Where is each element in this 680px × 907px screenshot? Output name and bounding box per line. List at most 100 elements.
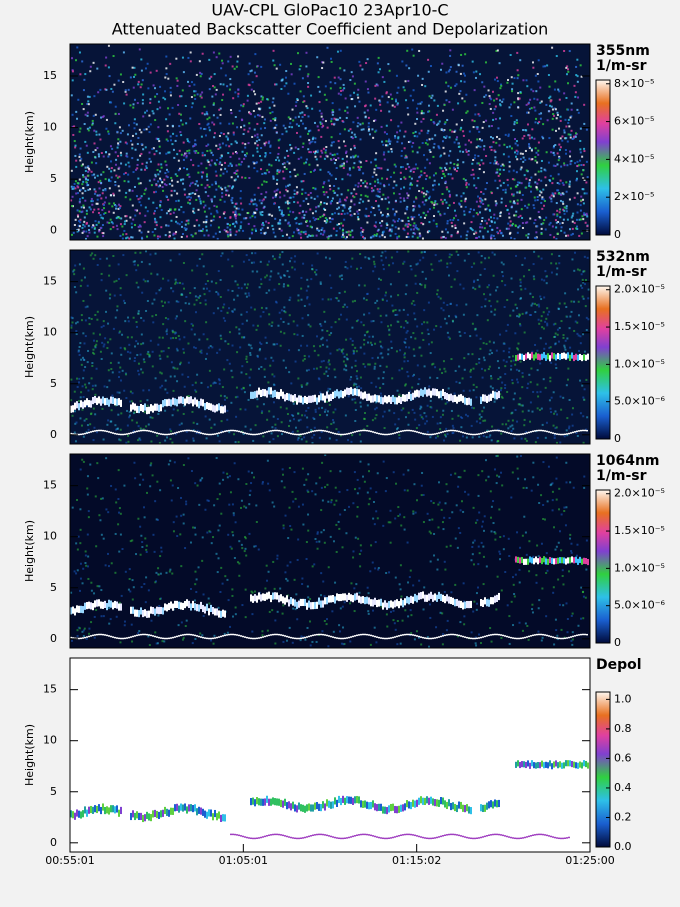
noise-pixel [249,70,252,73]
noise-pixel [414,196,417,199]
noise-pixel [525,129,528,132]
noise-pixel [80,157,83,160]
noise-pixel [395,350,398,353]
noise-pixel [472,71,475,74]
noise-pixel [375,401,378,404]
noise-pixel [541,423,544,426]
noise-pixel [278,256,281,259]
noise-pixel [224,340,227,343]
noise-pixel [165,195,168,198]
noise-pixel [256,170,259,173]
noise-pixel [539,101,542,104]
noise-pixel [501,280,504,283]
noise-pixel [524,437,527,440]
noise-pixel [279,330,282,333]
noise-pixel [326,345,329,348]
noise-pixel [150,440,153,443]
noise-pixel [565,96,568,99]
noise-pixel [180,153,183,156]
noise-pixel [577,349,580,352]
noise-pixel [350,200,353,203]
noise-pixel [533,106,536,109]
noise-pixel [93,352,96,355]
noise-pixel [504,188,507,191]
noise-pixel [92,224,95,227]
noise-pixel [182,261,185,264]
noise-pixel [350,265,353,268]
noise-pixel [129,216,132,219]
noise-pixel [407,113,410,116]
noise-pixel [273,202,276,205]
noise-pixel [352,350,355,353]
noise-pixel [506,81,509,84]
noise-pixel [326,400,329,403]
noise-pixel [395,100,398,103]
noise-pixel [282,321,285,324]
noise-pixel [479,273,482,276]
noise-pixel [236,175,239,178]
noise-pixel [395,74,398,77]
noise-pixel [108,187,111,190]
noise-pixel [460,199,463,202]
noise-pixel [257,102,260,105]
noise-pixel [473,157,476,160]
noise-pixel [558,208,561,211]
noise-pixel [353,203,356,206]
noise-pixel [323,410,326,413]
noise-pixel [546,119,549,122]
noise-pixel [582,415,585,418]
noise-pixel [487,218,490,221]
noise-pixel [310,226,313,229]
noise-pixel [370,187,373,190]
noise-pixel [535,117,538,120]
noise-pixel [249,384,252,387]
noise-pixel [322,359,325,362]
noise-pixel [500,432,503,435]
noise-pixel [456,270,459,273]
noise-pixel [414,418,417,421]
noise-pixel [554,164,557,167]
noise-pixel [408,175,411,178]
noise-pixel [158,354,161,357]
noise-pixel [168,151,171,154]
noise-pixel [344,144,347,147]
noise-pixel [322,147,325,150]
noise-pixel [339,116,342,119]
noise-pixel [579,342,582,345]
noise-pixel [163,183,166,186]
noise-pixel [449,150,452,153]
noise-pixel [199,93,202,96]
noise-pixel [285,168,288,171]
noise-pixel [330,422,333,425]
noise-pixel [84,140,87,143]
noise-pixel [544,320,547,323]
noise-pixel [582,188,585,191]
noise-pixel [343,290,346,293]
noise-pixel [192,164,195,167]
noise-pixel [575,225,578,228]
noise-pixel [455,194,458,197]
noise-pixel [334,82,337,85]
noise-pixel [363,343,366,346]
noise-pixel [125,233,128,236]
noise-pixel [88,228,91,231]
noise-pixel [548,85,551,88]
noise-pixel [411,145,414,148]
noise-pixel [171,329,174,332]
noise-pixel [335,439,338,442]
noise-pixel [403,135,406,138]
noise-pixel [554,80,557,83]
noise-pixel [206,184,209,187]
noise-pixel [146,210,149,213]
noise-pixel [394,136,397,139]
noise-pixel [94,220,97,223]
noise-pixel [109,180,112,183]
noise-pixel [556,113,559,116]
noise-pixel [193,90,196,93]
noise-pixel [307,148,310,151]
noise-pixel [82,377,85,380]
noise-pixel [145,425,148,428]
noise-pixel [71,321,74,324]
noise-pixel [169,212,172,215]
